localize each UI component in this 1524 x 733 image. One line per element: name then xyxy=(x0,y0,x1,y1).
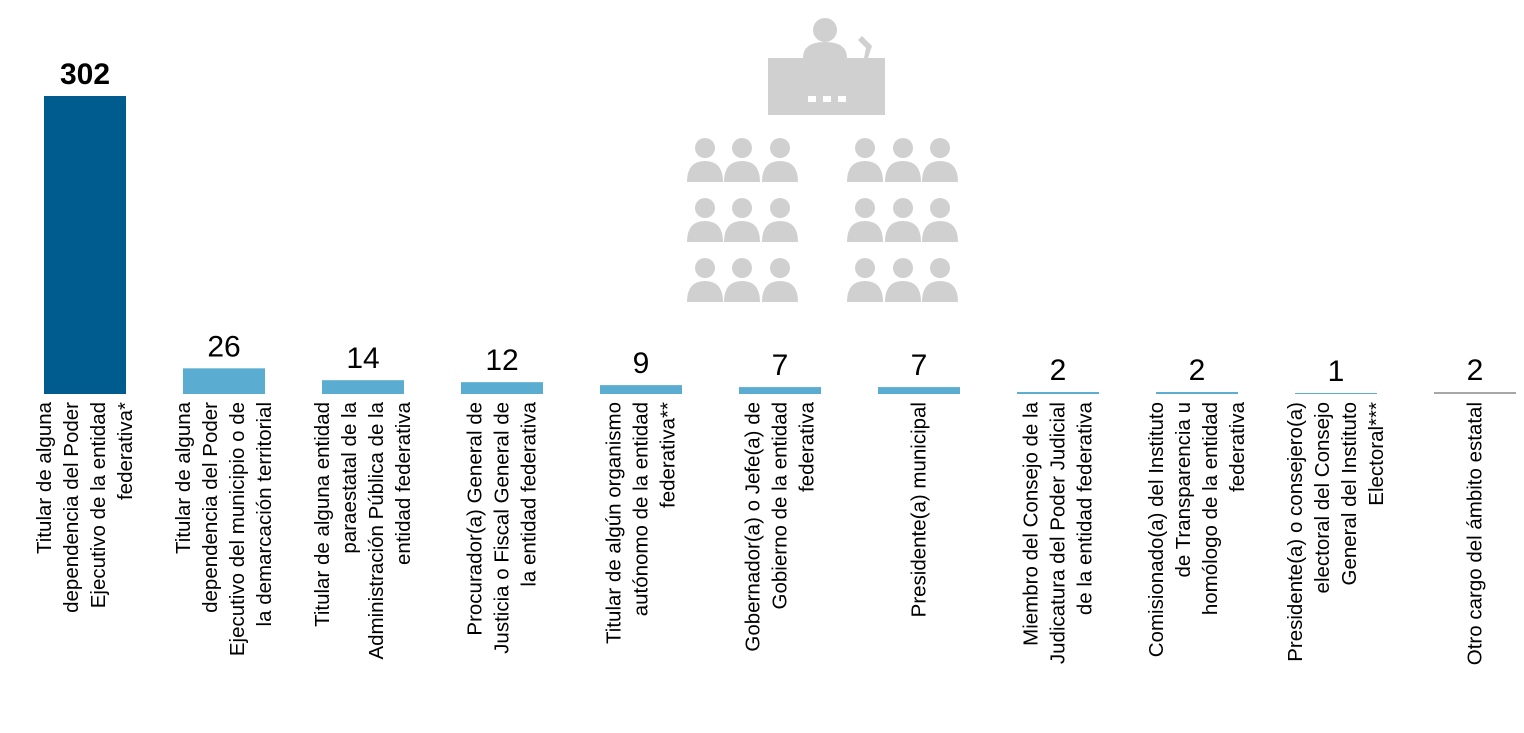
person-body xyxy=(687,221,723,242)
person-body xyxy=(687,281,723,302)
x-tick-label: Gobernador(a) o Jefe(a) de Gobierno de l… xyxy=(741,402,819,652)
value-label: 2 xyxy=(1189,354,1206,387)
x-tick-label: Titular de alguna dependencia del Poder … xyxy=(33,402,137,613)
person-head xyxy=(732,198,752,218)
bar xyxy=(878,387,960,394)
bar xyxy=(322,380,404,394)
person-body xyxy=(724,161,760,182)
value-label: 7 xyxy=(772,349,789,382)
person-head xyxy=(770,138,790,158)
meeting-icon xyxy=(687,18,958,302)
bar xyxy=(1017,392,1099,394)
value-label: 2 xyxy=(1467,354,1484,387)
bar xyxy=(461,382,543,394)
person-body xyxy=(762,281,798,302)
person-body xyxy=(724,221,760,242)
x-tick-label: Comisionado(a) del Instituto de Transpar… xyxy=(1145,402,1249,658)
x-tick-label: Titular de alguna entidad paraestatal de… xyxy=(311,402,415,660)
bar xyxy=(739,387,821,394)
value-label: 12 xyxy=(485,344,518,377)
person-body xyxy=(922,161,958,182)
bar xyxy=(1156,392,1238,394)
value-label: 14 xyxy=(346,342,379,375)
person-body xyxy=(922,281,958,302)
person-head xyxy=(695,258,715,278)
value-label: 302 xyxy=(60,58,110,91)
person-body xyxy=(885,161,921,182)
person-body xyxy=(847,161,883,182)
bar xyxy=(1434,392,1516,394)
bar xyxy=(44,96,126,394)
bar xyxy=(600,385,682,394)
x-tick-label: Procurador(a) General de Justicia o Fisc… xyxy=(463,402,541,654)
person-head xyxy=(732,138,752,158)
person-head xyxy=(695,198,715,218)
person-body xyxy=(762,161,798,182)
person-head xyxy=(770,258,790,278)
bar xyxy=(183,368,265,394)
person-body xyxy=(687,161,723,182)
person-body xyxy=(922,221,958,242)
person-head xyxy=(855,198,875,218)
value-label: 26 xyxy=(207,330,240,363)
person-head xyxy=(930,258,950,278)
person-head xyxy=(695,138,715,158)
person-body xyxy=(885,221,921,242)
person-head xyxy=(770,198,790,218)
person-body xyxy=(762,221,798,242)
person-head xyxy=(930,138,950,158)
value-label: 9 xyxy=(633,347,650,380)
person-head xyxy=(930,198,950,218)
x-tick-label: Presidente(a) municipal xyxy=(907,402,931,618)
person-body xyxy=(847,221,883,242)
person-head xyxy=(855,258,875,278)
x-tick-label: Titular de algún organismo autónomo de l… xyxy=(602,402,680,644)
person-head xyxy=(855,138,875,158)
x-tick-label: Titular de alguna dependencia del Poder … xyxy=(172,402,276,657)
x-tick-label: Presidente(a) o consejero(a) electoral d… xyxy=(1284,402,1388,662)
value-label: 2 xyxy=(1050,354,1067,387)
person-head xyxy=(893,138,913,158)
person-body xyxy=(885,281,921,302)
x-tick-label: Miembro del Consejo de la Judicatura del… xyxy=(1019,402,1097,665)
value-label: 7 xyxy=(911,349,928,382)
person-head xyxy=(732,258,752,278)
person-body xyxy=(724,281,760,302)
bar xyxy=(1295,393,1377,395)
person-head xyxy=(893,258,913,278)
person-body xyxy=(847,281,883,302)
value-label: 1 xyxy=(1328,355,1345,388)
x-tick-label: Otro cargo del ámbito estatal xyxy=(1463,402,1487,666)
person-head xyxy=(893,198,913,218)
